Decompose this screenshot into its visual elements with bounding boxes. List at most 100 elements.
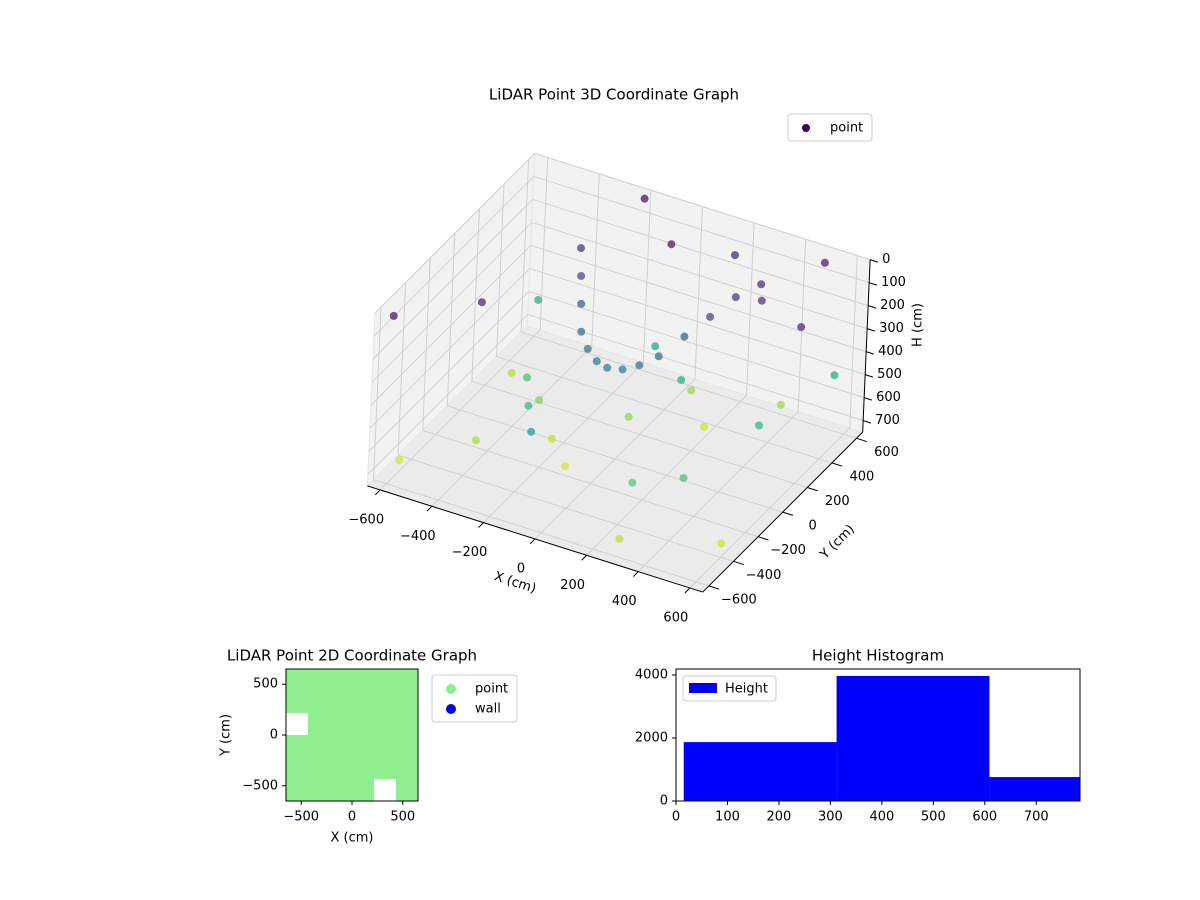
point [534,295,543,304]
legend-label: wall [475,702,501,717]
point [286,756,308,780]
grid-line [496,356,833,464]
x-tick-label: 0 [348,810,356,825]
z-tick-label: 300 [879,321,904,336]
grid-line [374,153,536,314]
point [700,422,708,431]
point [577,327,586,336]
tick-mark [374,489,381,496]
point [547,434,556,443]
point [687,386,696,395]
x-tick-label: 400 [612,594,637,609]
point [635,361,644,370]
point [797,323,806,332]
grid-line [642,190,652,363]
point [776,400,785,409]
point [706,312,715,321]
tick-mark [733,560,744,566]
point [592,357,601,366]
point [477,298,486,307]
y-tick-label: −500 [242,778,278,793]
z-tick-label: 700 [875,413,900,428]
point [524,401,533,410]
grid-line [532,198,869,307]
point [330,713,353,736]
grid-line [849,255,858,429]
y-tick-label: 500 [253,677,278,692]
y-tick-label: 2000 [635,730,668,745]
point [618,365,627,374]
point [373,713,397,736]
tick-mark [865,351,875,355]
point [396,669,418,691]
point [654,352,663,361]
grid-line [529,267,866,376]
point [373,756,397,780]
tick-mark [632,571,639,577]
point [396,690,418,714]
z-tick-label: 200 [880,298,905,313]
grid-line [746,222,755,396]
point [677,375,686,384]
x-tick-label: 100 [715,810,740,825]
x-tick-label: 0 [672,810,680,825]
point [640,194,649,203]
point [389,311,398,320]
point [583,344,592,353]
x-axis-label: X (cm) [492,569,538,597]
y-tick-label: −400 [746,568,782,583]
title: LiDAR Point 3D Coordinate Graph [489,86,739,104]
grid-line [591,173,600,347]
point [680,332,689,341]
point [624,412,633,421]
point [755,421,763,430]
point [577,299,586,308]
grid-line [372,199,534,360]
point [396,779,418,801]
tick-mark [862,420,872,424]
x-tick-label: 400 [869,810,894,825]
point [717,539,726,548]
point [373,734,397,757]
x-tick-label: −600 [348,512,384,527]
tick-mark [529,538,536,545]
point [330,669,353,691]
axes-frame [675,668,1081,802]
tick-mark [684,587,691,594]
grid-line [373,479,710,587]
tick-mark [807,487,818,492]
point [351,713,374,736]
grid-line [422,430,759,538]
z-axis-line [862,259,871,433]
x-tick-label: 500 [921,810,946,825]
tick-mark [863,397,873,401]
axes-3d: −600−400−2000200400600−600−400−200020040… [348,152,906,625]
point [757,280,766,289]
point [286,669,308,691]
y-tick-label: 0 [270,728,278,743]
point [351,756,374,780]
point [330,690,353,714]
point [628,478,637,487]
point [507,368,516,377]
point [351,669,374,691]
point [731,293,740,302]
x-tick-label: 200 [560,578,585,593]
point [396,734,418,757]
grid-line [530,244,867,353]
point [373,690,397,714]
grid-line [534,152,871,261]
grid-line [397,454,734,562]
tick-mark [478,522,484,528]
grid-line [528,290,865,399]
point [830,371,839,380]
x-tick-label: 600 [972,810,997,825]
grid-line [368,291,530,452]
grid-line [369,268,531,429]
bar [683,742,837,801]
tick-mark [757,536,769,541]
point [330,734,353,757]
legend-marker [446,684,456,694]
legend-label: point [830,121,863,136]
y-tick-label: 200 [825,494,850,509]
